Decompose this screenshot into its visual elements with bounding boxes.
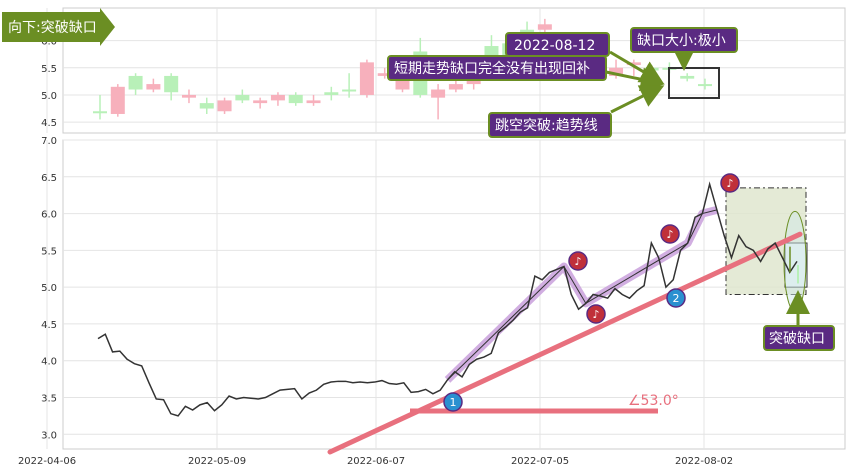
candle-body — [626, 62, 641, 66]
price-line-panel — [97, 181, 799, 417]
peak-marker-glyph: ♪ — [666, 228, 673, 241]
candle-body — [448, 84, 463, 90]
candle-body — [502, 43, 517, 63]
candle-body — [359, 62, 374, 95]
trend-line — [327, 231, 803, 455]
candle-body — [698, 84, 712, 87]
candle-body — [288, 94, 303, 104]
candle-body — [484, 46, 499, 66]
candle-body — [573, 70, 588, 73]
candle-body — [644, 67, 659, 71]
candle-body — [537, 24, 552, 30]
marker-layer: ♪ ♪ ♪ ♪ 1 2 — [443, 173, 740, 412]
candle-body — [306, 100, 321, 104]
upper-y-tick-label: 5.5 — [41, 64, 57, 75]
candle-body — [110, 86, 125, 114]
candle-body — [609, 67, 624, 76]
lower-y-tick-label: 3.5 — [41, 394, 57, 405]
pivot-marker-label: 2 — [673, 292, 680, 305]
lower-y-tick-label: 5.5 — [41, 246, 57, 257]
lower-y-tick-label: 4.0 — [41, 357, 57, 368]
candle-body — [413, 51, 428, 95]
overlay-layer — [327, 187, 808, 455]
x-tick-label: 2022-07-05 — [511, 456, 569, 467]
upper-y-tick-label: 6.0 — [41, 37, 57, 48]
lower-y-tick-label: 3.0 — [41, 430, 57, 441]
candle-body — [128, 75, 143, 90]
lower-y-tick-label: 6.5 — [41, 173, 57, 184]
candle-body — [270, 94, 285, 101]
candle-body — [662, 67, 677, 70]
candle-body — [377, 73, 392, 76]
peak-marker — [586, 304, 606, 324]
candle-body — [181, 94, 196, 98]
candlestick-panel — [93, 18, 712, 120]
pivot-marker — [666, 288, 686, 308]
peak-marker — [660, 224, 680, 244]
candle-body — [324, 92, 339, 95]
candle-body — [217, 100, 232, 112]
candle-body — [235, 94, 250, 101]
peak-marker-glyph: ♪ — [592, 308, 599, 321]
peak-marker — [568, 251, 588, 271]
price-line — [97, 181, 798, 417]
candle-body — [342, 89, 357, 92]
lower-y-tick-label: 5.0 — [41, 283, 57, 294]
x-tick-label: 2022-08-02 — [675, 456, 733, 467]
gap-zone-ellipse — [783, 210, 807, 312]
candle-body — [164, 75, 179, 93]
candle-body — [253, 100, 268, 104]
x-tick-label: 2022-05-09 — [188, 456, 246, 467]
candle-body — [146, 84, 161, 90]
candle-body — [199, 103, 214, 109]
pivot-marker — [443, 392, 463, 412]
pattern-outline — [447, 209, 718, 381]
candle-body — [680, 75, 695, 79]
peak-marker-glyph: ♪ — [574, 255, 581, 268]
lower-y-tick-label: 4.5 — [41, 320, 57, 331]
candle-body — [395, 70, 410, 90]
candle-body — [520, 29, 535, 38]
pivot-marker-label: 1 — [450, 396, 457, 409]
upper-y-tick-label: 4.5 — [41, 118, 57, 129]
candle-body — [93, 111, 107, 114]
candle-body — [431, 89, 446, 98]
upper-y-tick-label: 5.0 — [41, 91, 57, 102]
lower-y-tick-label: 6.0 — [41, 210, 57, 221]
candle-body — [591, 65, 606, 68]
x-tick-label: 2022-04-06 — [18, 456, 76, 467]
candle-body — [555, 65, 570, 68]
peak-marker — [720, 173, 740, 193]
peak-marker-glyph: ♪ — [726, 177, 733, 190]
lower-y-tick-label: 7.0 — [41, 136, 57, 147]
candle-body — [466, 78, 481, 85]
x-tick-label: 2022-06-07 — [347, 456, 405, 467]
upper-panel-frame — [62, 7, 846, 134]
